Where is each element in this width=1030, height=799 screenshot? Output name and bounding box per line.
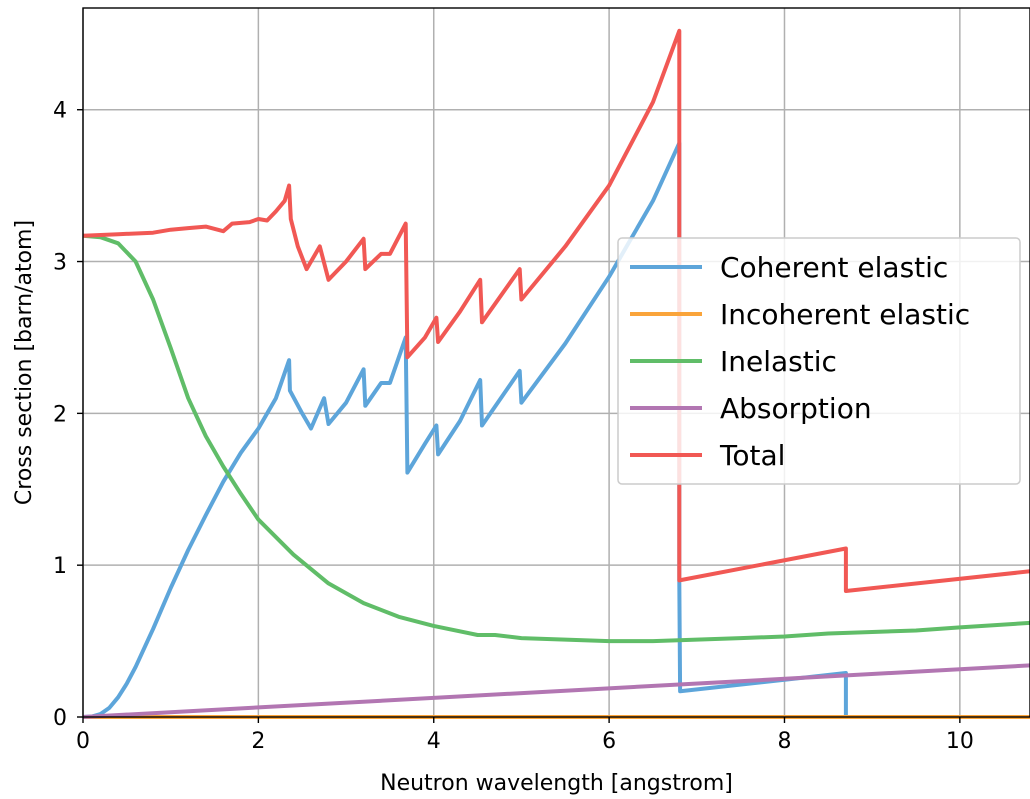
y-tick-label: 1 xyxy=(53,554,67,579)
legend-label: Incoherent elastic xyxy=(720,298,970,331)
ticks: 0 2 4 6 8 10 0 1 2 3 4 xyxy=(53,99,974,754)
y-axis-label: Cross section [barn/atom] xyxy=(12,220,37,505)
legend-label: Inelastic xyxy=(720,345,837,378)
y-tick-label: 4 xyxy=(53,99,67,124)
legend-label: Coherent elastic xyxy=(720,251,948,284)
legend: Coherent elastic Incoherent elastic Inelas… xyxy=(617,237,1021,485)
series-line-absorption xyxy=(82,663,1030,719)
series-line-inelastic xyxy=(82,233,1030,644)
y-tick-label: 2 xyxy=(53,402,67,427)
series-line-coherent-elastic xyxy=(82,141,1030,719)
legend-label: Total xyxy=(719,439,785,472)
y-tick-label: 0 xyxy=(53,706,67,731)
x-tick-label: 0 xyxy=(76,729,90,754)
x-tick-label: 8 xyxy=(777,729,791,754)
y-tick-label: 3 xyxy=(53,251,67,276)
series-line-total xyxy=(82,28,1030,593)
legend-label: Absorption xyxy=(720,392,872,425)
x-tick-label: 10 xyxy=(946,729,974,754)
legend-box xyxy=(617,237,1021,485)
x-tick-label: 2 xyxy=(251,729,265,754)
x-tick-label: 4 xyxy=(427,729,441,754)
x-tick-label: 6 xyxy=(602,729,616,754)
plot-frame xyxy=(82,7,1030,718)
x-axis-label: Neutron wavelength [angstrom] xyxy=(380,771,733,796)
